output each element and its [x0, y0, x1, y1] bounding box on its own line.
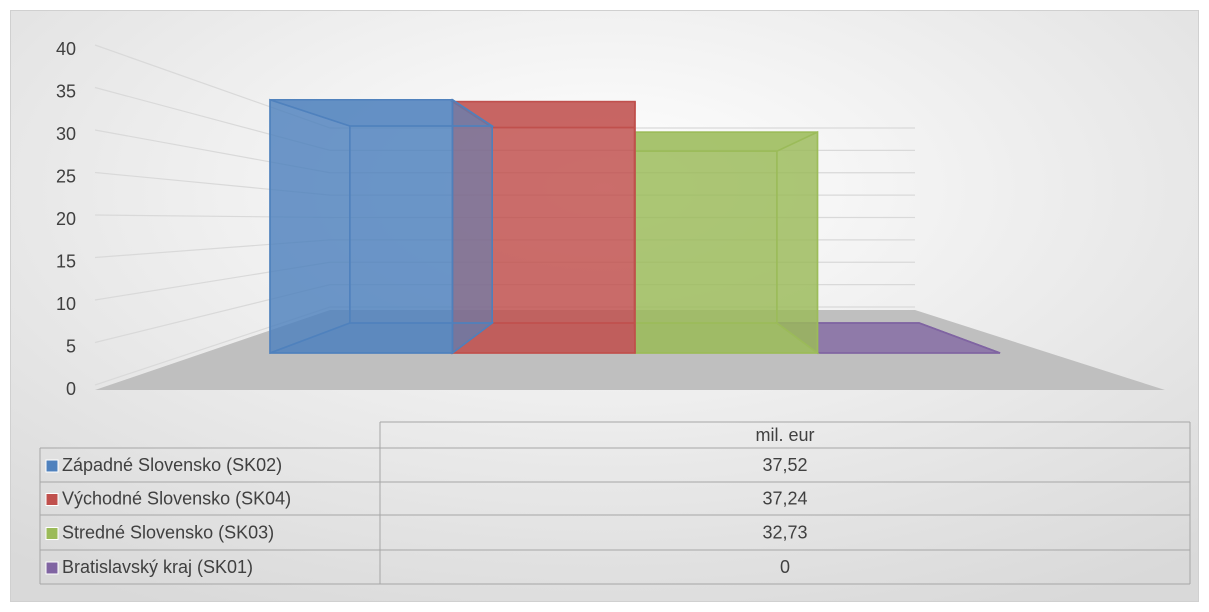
y-tick-label: 20 [56, 209, 76, 229]
legend-swatch [45, 527, 59, 540]
y-tick-label: 15 [56, 251, 76, 271]
legend-swatch [45, 459, 59, 473]
table-value: 32,73 [762, 522, 807, 542]
legend-swatch [45, 561, 59, 575]
y-tick-label: 0 [66, 379, 76, 399]
y-tick-label: 40 [56, 39, 76, 59]
table-value: 0 [780, 557, 790, 577]
y-tick-label: 35 [56, 81, 76, 101]
legend-label: Stredné Slovensko (SK03) [62, 522, 274, 542]
table-value: 37,52 [762, 455, 807, 475]
table-header: mil. eur [755, 425, 814, 445]
legend-swatch [45, 493, 59, 506]
legend-label: Bratislavský kraj (SK01) [62, 557, 253, 577]
bar-front [269, 98, 454, 354]
legend-label: Západné Slovensko (SK02) [62, 455, 282, 475]
y-tick-label: 10 [56, 294, 76, 314]
table-value: 37,24 [762, 488, 807, 508]
plot: 0 5 10 15 20 25 30 35 40 [56, 39, 1165, 399]
bar-front [634, 131, 819, 354]
y-tick-label: 5 [66, 336, 76, 356]
y-tick-label: 30 [56, 124, 76, 144]
legend-label: Východné Slovensko (SK04) [62, 488, 291, 508]
bar-side [451, 98, 493, 355]
data-table: mil. eur Západné Slovensko (SK02) 37,52 Výc… [39, 421, 1191, 585]
y-tick-label: 25 [56, 166, 76, 186]
